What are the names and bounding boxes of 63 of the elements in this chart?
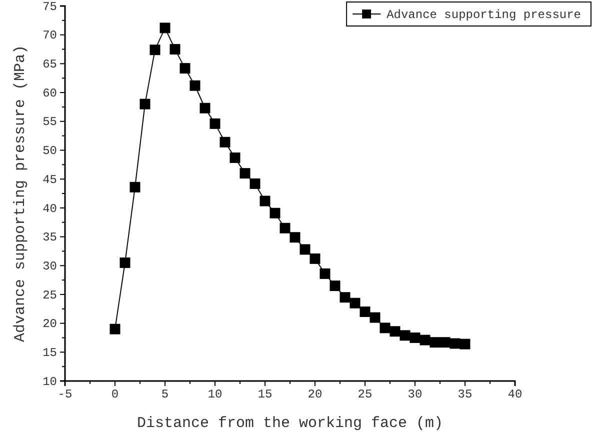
x-tick-label: -5 (58, 388, 72, 402)
point (140, 98, 150, 110)
point (190, 80, 200, 91)
x-axis-title: Distance from the working face (m) (136, 415, 444, 432)
point (180, 63, 190, 74)
x-tick-label: 5 (161, 388, 169, 402)
x-tick-label: 25 (358, 388, 372, 402)
point (360, 306, 370, 318)
point (270, 208, 280, 218)
point (280, 222, 290, 234)
point (300, 244, 310, 255)
y-tick-label: 40 (42, 202, 57, 216)
x-tick-label: 10 (208, 388, 222, 402)
point (150, 44, 160, 56)
point (200, 102, 210, 114)
point (450, 338, 460, 349)
y-tick-label: 25 (42, 288, 57, 302)
point (230, 152, 240, 163)
point (210, 118, 220, 129)
y-tick-label: 45 (42, 172, 57, 187)
x-tick-label: 30 (408, 388, 422, 402)
y-tick-label: 30 (42, 259, 57, 274)
point (170, 44, 180, 55)
point (260, 196, 270, 206)
y-tick-label: 20 (42, 317, 57, 332)
point (320, 268, 330, 279)
x-tick-label: 15 (258, 388, 272, 402)
point (370, 312, 380, 323)
point (420, 334, 430, 346)
x-tick-label: 35 (458, 388, 472, 402)
y-tick-label: 65 (42, 58, 57, 72)
y-tick-label: 15 (42, 346, 57, 360)
x-tick-label: 20 (308, 388, 322, 402)
point (380, 322, 390, 334)
point (130, 182, 140, 192)
point (120, 257, 130, 268)
point (400, 330, 410, 341)
point (410, 332, 420, 343)
x-tick-label: 0 (111, 388, 119, 402)
y-tick-label: 75 (42, 0, 57, 14)
x-tick-label: 40 (508, 388, 522, 402)
point (110, 324, 120, 334)
y-tick-label: 10 (42, 374, 57, 389)
point (330, 280, 340, 292)
point (250, 178, 260, 189)
point (220, 136, 230, 148)
y-tick-label: 60 (42, 86, 57, 100)
y-tick-label: 50 (42, 144, 57, 158)
point (350, 298, 360, 308)
point (390, 326, 400, 337)
y-tick-label: 55 (42, 115, 57, 130)
y-axis-title: Advance supporting pressure (MPa) (12, 44, 29, 342)
y-tick-label: 70 (42, 28, 57, 43)
point (460, 338, 470, 350)
point (340, 292, 350, 303)
point (440, 337, 450, 348)
point (310, 253, 320, 264)
point (160, 22, 170, 34)
y-tick-label: 35 (42, 230, 57, 245)
point (430, 337, 440, 348)
point (240, 168, 250, 179)
legend-label: Advance supporting pressure (386, 8, 581, 22)
point (290, 232, 300, 243)
